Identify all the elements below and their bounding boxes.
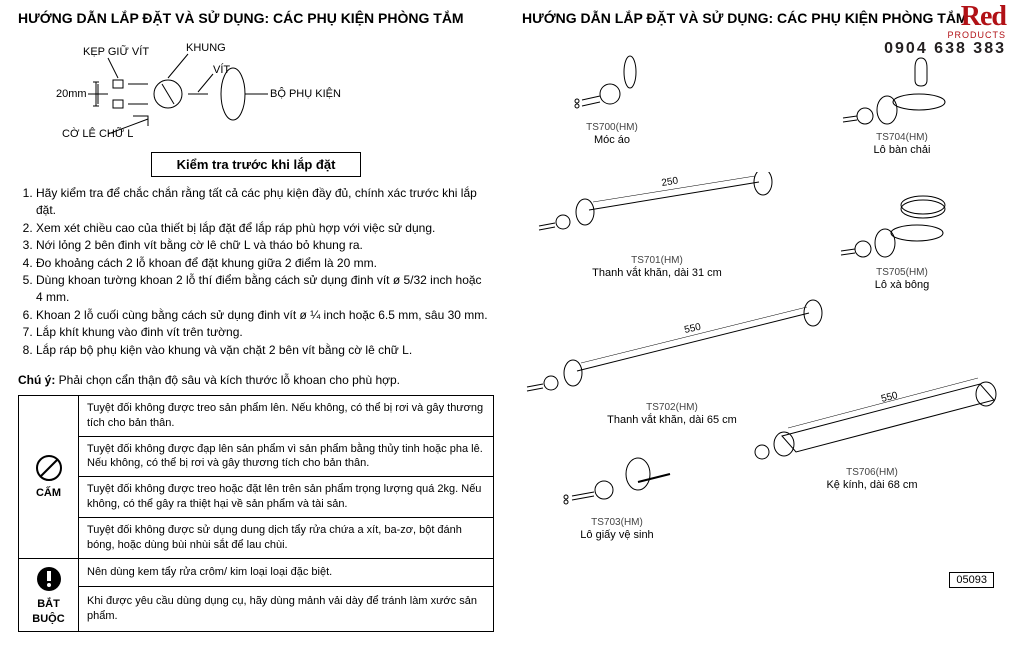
step-item: Nới lỏng 2 bên đinh vít bằng cờ lê chữ L… — [36, 237, 494, 254]
product-code: TS704(HM) — [876, 132, 928, 143]
cam-cell: CẤM — [19, 395, 79, 558]
step-item: Lắp khít khung vào đinh vít trên tường. — [36, 324, 494, 341]
product-name: Lô bàn chải — [832, 144, 972, 156]
product-ts700: TS700(HM) Móc áo — [557, 54, 667, 146]
product-ts705: TS705(HM) Lô xà bông — [832, 189, 972, 291]
product-ts701: 250 TS701(HM) Thanh vắt khăn, dài 31 cm — [527, 172, 787, 279]
batbuoc-row: Nên dùng kem tẩy rửa crôm/ kim loại loại… — [79, 558, 494, 587]
note-text: Phải chọn cẩn thận độ sâu và kích thước … — [55, 373, 400, 387]
label-20mm: 20mm — [56, 88, 87, 100]
product-ts706: 550 TS706(HM) Kệ kính, dài 68 cm — [742, 354, 1002, 491]
prohibit-icon — [34, 453, 64, 483]
cam-row: Tuyệt đối không được treo hoặc đặt lên t… — [79, 477, 494, 518]
step-item: Lắp ráp bộ phụ kiện vào khung và vặn chặ… — [36, 342, 494, 359]
product-code: TS706(HM) — [846, 467, 898, 478]
warning-table: CẤM Tuyệt đối không được treo sản phẩm l… — [18, 395, 494, 632]
dim-label: 250 — [661, 175, 680, 189]
label-vit: VÍT — [213, 64, 230, 76]
batbuoc-row: Khi được yêu cầu dùng dụng cụ, hãy dùng … — [79, 587, 494, 632]
product-name: Lô xà bông — [832, 279, 972, 291]
cam-row: Tuyệt đối không được treo sản phẩm lên. … — [79, 395, 494, 436]
step-item: Dùng khoan tường khoan 2 lỗ thí điểm bằn… — [36, 272, 494, 307]
steps-list: Hãy kiểm tra để chắc chắn rằng tất cả cá… — [36, 185, 494, 359]
brand-name: Red — [884, 6, 1006, 28]
step-item: Đo khoảng cách 2 lỗ khoan để đặt khung g… — [36, 255, 494, 272]
right-column: HƯỚNG DẪN LẮP ĐẶT VÀ SỬ DỤNG: CÁC PHỤ KI… — [512, 10, 1006, 653]
note: Chú ý: Phải chọn cẩn thận độ sâu và kích… — [18, 373, 494, 387]
cam-row: Tuyệt đối không được đạp lên sản phẩm vì… — [79, 436, 494, 477]
product-name: Thanh vắt khăn, dài 31 cm — [527, 267, 787, 279]
page-title-left: HƯỚNG DẪN LẮP ĐẶT VÀ SỬ DỤNG: CÁC PHỤ KI… — [18, 10, 494, 26]
check-title: Kiểm tra trước khi lắp đặt — [151, 152, 361, 177]
step-item: Hãy kiểm tra để chắc chắn rằng tất cả cá… — [36, 185, 494, 220]
product-code: TS703(HM) — [591, 517, 643, 528]
batbuoc-label: BẮT BUỘC — [32, 598, 64, 625]
left-column: HƯỚNG DẪN LẮP ĐẶT VÀ SỬ DỤNG: CÁC PHỤ KI… — [18, 10, 512, 653]
product-name: Kệ kính, dài 68 cm — [742, 479, 1002, 491]
note-label: Chú ý: — [18, 373, 55, 387]
page-code: 05093 — [949, 572, 994, 588]
step-item: Xem xét chiều cao của thiết bị lắp đặt đ… — [36, 220, 494, 237]
product-code: TS705(HM) — [876, 267, 928, 278]
batbuoc-cell: BẮT BUỘC — [19, 558, 79, 632]
dim-label: 550 — [880, 390, 899, 405]
product-ts704: TS704(HM) Lô bàn chải — [832, 54, 972, 156]
product-name: Móc áo — [557, 134, 667, 146]
product-ts703: TS703(HM) Lô giấy vệ sinh — [537, 454, 697, 541]
label-cole: CỜ LÊ CHỮ L — [62, 128, 133, 140]
cam-label: CẤM — [36, 487, 61, 499]
label-khung: KHUNG — [186, 42, 226, 54]
mandatory-icon — [34, 564, 64, 594]
assembly-diagram: KẸP GIỮ VÍT KHUNG VÍT BỘ PHỤ KIỆN CỜ LÊ … — [18, 34, 494, 144]
product-code: TS701(HM) — [631, 255, 683, 266]
product-code: TS702(HM) — [646, 402, 698, 413]
product-code: TS700(HM) — [586, 122, 638, 133]
step-item: Khoan 2 lỗ cuối cùng bằng cách sử dụng đ… — [36, 307, 494, 324]
product-name: Lô giấy vệ sinh — [537, 529, 697, 541]
label-kep: KẸP GIỮ VÍT — [83, 46, 149, 58]
label-bo: BỘ PHỤ KIỆN — [270, 88, 341, 100]
product-grid: TS700(HM) Móc áo TS704(HM) Lô bàn chải — [522, 34, 1006, 594]
cam-row: Tuyệt đối không được sử dụng dung dịch t… — [79, 517, 494, 558]
